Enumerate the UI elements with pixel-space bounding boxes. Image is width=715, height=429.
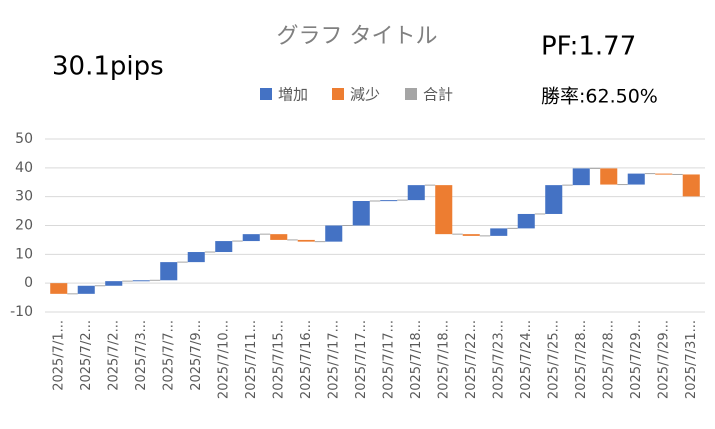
y-tick-label: 0 xyxy=(24,275,33,291)
x-tick-label: 2025/7/11... xyxy=(244,320,259,399)
x-tick-label: 2025/7/17... xyxy=(326,320,341,399)
x-tick-label: 2025/7/1... xyxy=(51,320,66,391)
x-tick-label: 2025/7/16... xyxy=(299,320,314,399)
x-tick-label: 2025/7/10... xyxy=(216,320,231,399)
legend-swatch xyxy=(332,88,344,100)
x-tick-label: 2025/7/18... xyxy=(436,320,451,399)
x-tick-label: 2025/7/24... xyxy=(519,320,534,399)
y-tick-label: 10 xyxy=(15,246,33,262)
bar xyxy=(517,213,535,229)
bar xyxy=(435,185,453,235)
bar xyxy=(682,174,700,197)
x-tick-label: 2025/7/22... xyxy=(464,320,479,399)
x-tick-label: 2025/7/9... xyxy=(189,320,204,391)
y-tick-label: -10 xyxy=(10,304,33,320)
x-tick-label: 2025/7/28... xyxy=(574,320,589,399)
y-tick-label: 20 xyxy=(15,218,33,234)
x-tick-label: 2025/7/23... xyxy=(491,320,506,399)
bar xyxy=(187,252,205,263)
bar xyxy=(242,234,260,242)
bar xyxy=(572,168,590,186)
legend-label: 合計 xyxy=(423,86,453,104)
bar xyxy=(50,283,68,294)
x-tick-label: 2025/7/2... xyxy=(106,320,121,391)
bar xyxy=(490,228,508,236)
y-tick-label: 30 xyxy=(15,189,33,205)
bar xyxy=(462,234,480,236)
annotation: PF:1.77 xyxy=(541,32,636,62)
bar xyxy=(380,200,398,202)
y-tick-label: 40 xyxy=(15,160,33,176)
bar xyxy=(325,225,343,242)
x-tick-label: 2025/7/29... xyxy=(656,320,671,399)
x-tick-label: 2025/7/17... xyxy=(354,320,369,399)
x-tick-label: 2025/7/18... xyxy=(409,320,424,399)
bar xyxy=(215,241,233,253)
bar xyxy=(627,173,645,185)
x-tick-label: 2025/7/3... xyxy=(134,320,149,391)
bar xyxy=(270,234,288,240)
x-tick-label: 2025/7/25... xyxy=(546,320,561,399)
x-tick-label: 2025/7/2... xyxy=(79,320,94,391)
bar xyxy=(407,185,425,201)
bar xyxy=(600,168,618,185)
x-tick-label: 2025/7/7... xyxy=(161,320,176,391)
x-tick-label: 2025/7/28... xyxy=(601,320,616,399)
legend-label: 減少 xyxy=(350,86,380,104)
x-tick-label: 2025/7/31... xyxy=(684,320,699,399)
legend-label: 増加 xyxy=(278,86,308,104)
x-tick-label: 2025/7/29... xyxy=(629,320,644,399)
bar xyxy=(105,281,123,286)
annotation: 勝率:62.50% xyxy=(541,86,658,108)
legend-swatch xyxy=(405,88,417,100)
annotation: 30.1pips xyxy=(52,52,164,82)
chart-title: グラフ タイトル xyxy=(277,24,438,49)
bar xyxy=(160,262,178,281)
bar xyxy=(132,280,150,282)
x-tick-label: 2025/7/15... xyxy=(271,320,286,399)
bar xyxy=(297,239,315,242)
legend-swatch xyxy=(260,88,272,100)
bar xyxy=(545,185,563,214)
bar xyxy=(352,200,370,226)
y-tick-label: 50 xyxy=(15,131,33,147)
bar xyxy=(655,173,673,175)
x-tick-label: 2025/7/17... xyxy=(381,320,396,399)
bar xyxy=(77,285,95,294)
